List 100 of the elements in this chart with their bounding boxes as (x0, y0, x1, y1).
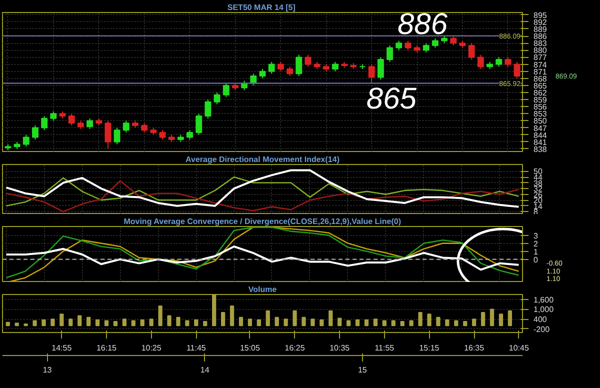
candlestick (504, 56, 512, 68)
y-tick-label: 880 (534, 46, 548, 56)
candlestick (186, 130, 193, 140)
candlestick (86, 118, 93, 130)
candlestick (396, 40, 402, 51)
y-tick-label: 889 (534, 24, 548, 34)
chart-title: Moving Average Convergence / Divergence(CLOSE,26,12,9),Value Line(0) (124, 217, 402, 226)
bar (382, 320, 386, 326)
y-tick-label: -200 (534, 324, 550, 334)
line-series (6, 176, 520, 206)
x-tick-label: 16:25 (284, 344, 306, 352)
candlestick (432, 38, 438, 48)
candlestick (496, 56, 502, 68)
bar (364, 319, 369, 326)
text: 13 (42, 366, 52, 374)
candlestick (477, 54, 484, 70)
bar (284, 318, 288, 326)
bar (14, 322, 19, 326)
candlestick (50, 110, 57, 122)
bar (490, 308, 494, 326)
candlestick (41, 116, 48, 131)
bar (418, 312, 422, 326)
bar (212, 294, 216, 326)
x-tick-label: 10:35 (330, 344, 350, 352)
x-tick-label: 11:55 (374, 344, 395, 352)
bar (167, 315, 172, 326)
candlestick (204, 99, 212, 119)
y-tick-label: 868 (534, 74, 548, 84)
bar (78, 315, 82, 326)
bar (158, 305, 162, 326)
candlestick (122, 120, 130, 133)
x-tick-label: 14:55 (52, 344, 72, 352)
bar (454, 320, 458, 326)
candlestick (222, 82, 230, 98)
y-tick-label: 862 (534, 88, 548, 98)
y-tick-label: 0 (534, 255, 538, 264)
bar (140, 319, 144, 326)
bar (320, 319, 324, 326)
candlestick (450, 36, 457, 46)
candlestick (196, 113, 202, 136)
bar (328, 310, 333, 326)
bar (220, 312, 226, 326)
bar (391, 320, 396, 326)
candlestick (404, 40, 412, 51)
y-tick-label: 2 (534, 239, 538, 248)
bar (436, 316, 440, 326)
bar (149, 318, 154, 326)
bar (498, 314, 504, 326)
bar (338, 318, 342, 326)
candlestick (514, 61, 520, 79)
y-tick-label: 841 (534, 138, 548, 147)
x-tick-label: 10:25 (141, 344, 162, 352)
bar (508, 310, 512, 326)
bar (274, 316, 279, 326)
y-tick-label: 895 (534, 10, 548, 20)
candlestick (304, 54, 312, 68)
chart-title: Volume (248, 285, 278, 294)
y-tick-label: 847 (534, 124, 548, 133)
bar (131, 320, 136, 326)
y-tick-label: 883 (534, 39, 548, 48)
y-tick-label: 1,600 (534, 295, 554, 304)
y-tick-label: 859 (534, 96, 548, 105)
bar (203, 321, 208, 326)
y-tick-label: 1 (534, 247, 538, 256)
text: 15 (358, 366, 368, 374)
bar (266, 310, 270, 326)
candlestick (377, 56, 384, 80)
x-tick-label: 15:15 (419, 344, 440, 352)
text: 14 (200, 366, 210, 374)
chart-title: Average Directional Movement Index(14) (186, 155, 340, 164)
bar (346, 320, 351, 326)
bar (60, 314, 64, 326)
candlestick (286, 66, 293, 77)
chart-title: SET50 MAR 14 [5] (227, 3, 296, 12)
candlestick (159, 130, 166, 140)
candlestick (277, 61, 284, 72)
x-tick-label: 11:45 (186, 344, 206, 352)
candlestick (468, 42, 475, 60)
y-tick-label: 844 (534, 130, 548, 140)
candlestick (368, 64, 375, 84)
bar (86, 316, 91, 326)
line-series (6, 180, 520, 212)
y-tick-label: 1,000 (534, 305, 554, 314)
candlestick (32, 124, 38, 140)
candlestick (332, 61, 338, 72)
bar (230, 305, 234, 326)
candlestick (386, 44, 393, 62)
bar (373, 318, 378, 326)
candlestick (268, 61, 275, 74)
x-tick-label: 16:15 (96, 344, 118, 352)
x-tick-label: 10:45 (508, 344, 530, 352)
bar (50, 318, 55, 326)
y-tick-label: 871 (534, 67, 548, 76)
bar (42, 319, 46, 326)
bar (302, 316, 306, 326)
bar (256, 319, 261, 326)
candlestick (22, 134, 30, 148)
y-tick-label: 865 (534, 81, 548, 90)
bar (113, 321, 118, 326)
y-tick-label: 3 (534, 231, 538, 240)
